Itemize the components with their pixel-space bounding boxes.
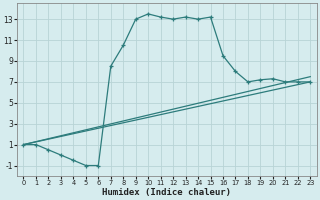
X-axis label: Humidex (Indice chaleur): Humidex (Indice chaleur) — [102, 188, 231, 197]
